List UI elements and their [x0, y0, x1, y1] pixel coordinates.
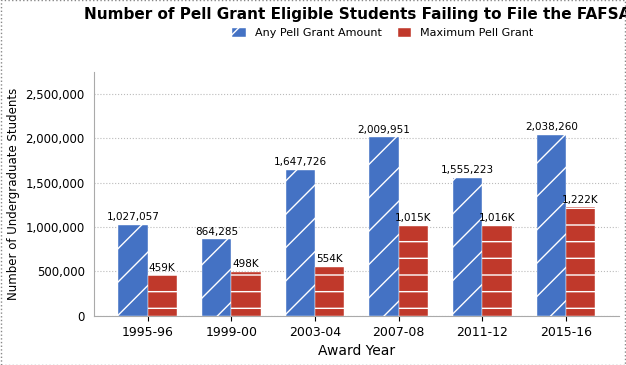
Bar: [566, 207, 595, 316]
Text: 1,647,726: 1,647,726: [274, 157, 327, 167]
Text: 2,038,260: 2,038,260: [525, 122, 578, 132]
Text: 1,222K: 1,222K: [562, 195, 599, 205]
Text: 1,555,223: 1,555,223: [441, 165, 494, 175]
Bar: [285, 170, 315, 316]
Bar: [536, 135, 566, 316]
Bar: [453, 178, 482, 316]
Text: 1,016K: 1,016K: [479, 213, 515, 223]
Text: 864,285: 864,285: [195, 227, 238, 237]
Bar: [231, 272, 260, 316]
Bar: [118, 224, 148, 316]
Title: Number of Pell Grant Eligible Students Failing to File the FAFSA: Number of Pell Grant Eligible Students F…: [84, 7, 626, 22]
Text: 498K: 498K: [233, 259, 259, 269]
Bar: [148, 275, 177, 316]
Legend: Any Pell Grant Amount, Maximum Pell Grant: Any Pell Grant Amount, Maximum Pell Gran…: [228, 24, 538, 43]
Bar: [482, 226, 511, 316]
Bar: [202, 239, 231, 316]
Text: 459K: 459K: [149, 262, 175, 273]
Y-axis label: Number of Undergraduate Students: Number of Undergraduate Students: [7, 88, 20, 300]
Bar: [315, 266, 344, 316]
X-axis label: Award Year: Award Year: [318, 344, 396, 358]
Text: 1,015K: 1,015K: [395, 213, 431, 223]
Text: 1,027,057: 1,027,057: [106, 212, 160, 222]
Text: 554K: 554K: [316, 254, 343, 264]
Bar: [399, 226, 428, 316]
Bar: [369, 137, 399, 316]
Text: 2,009,951: 2,009,951: [357, 125, 411, 135]
